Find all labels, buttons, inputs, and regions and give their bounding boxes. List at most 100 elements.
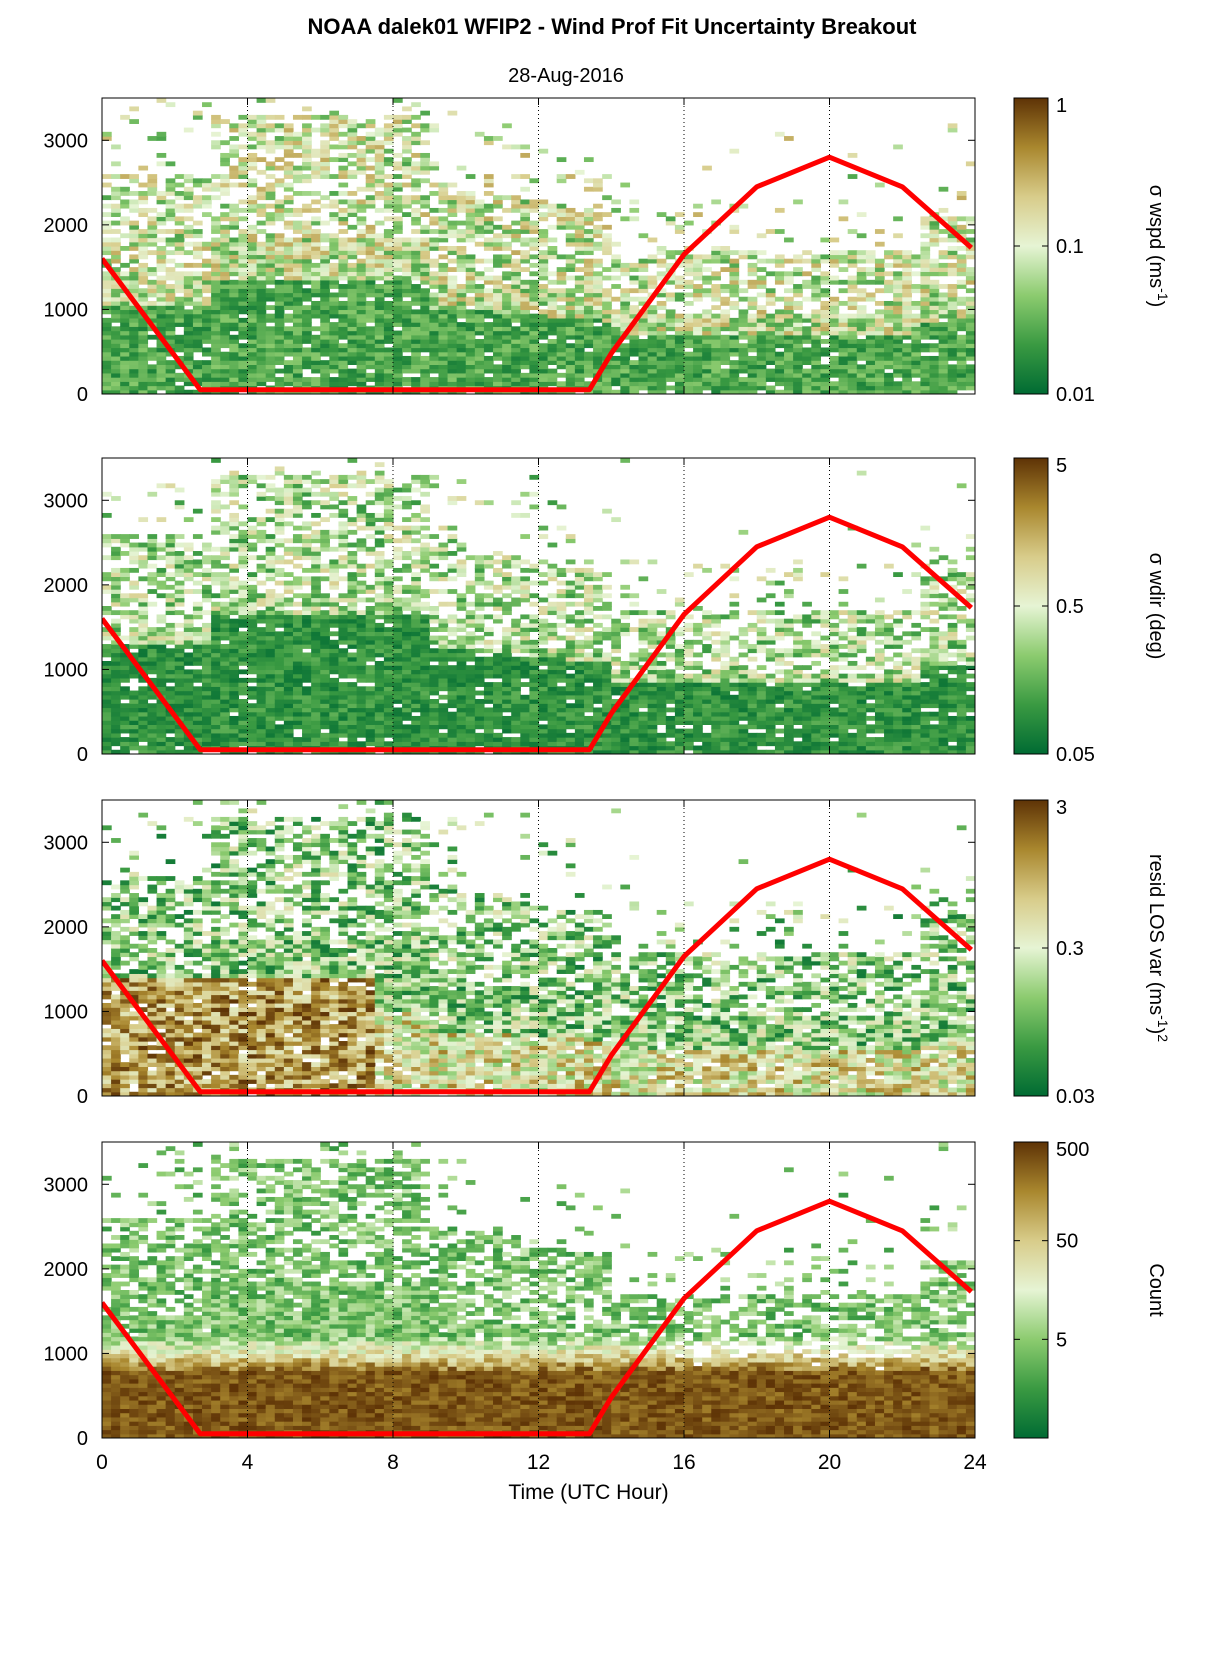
heatmap-cell: [292, 275, 303, 281]
heatmap-cell: [474, 241, 485, 247]
heatmap-cell: [565, 309, 576, 315]
heatmap-cell: [292, 360, 303, 365]
heatmap-cell: [374, 207, 385, 213]
heatmap-cell: [292, 699, 303, 704]
heatmap-cell: [229, 631, 240, 637]
heatmap-cell: [202, 178, 212, 184]
heatmap-cell: [884, 385, 894, 391]
heatmap-cell: [238, 157, 249, 163]
heatmap-cell: [202, 377, 212, 382]
heatmap-cell: [183, 555, 194, 561]
heatmap-cell: [429, 317, 440, 323]
heatmap-cell: [183, 614, 194, 620]
heatmap-cell: [502, 334, 512, 340]
heatmap-cell: [220, 267, 230, 272]
heatmap-cell: [265, 174, 276, 179]
heatmap-cell: [774, 279, 785, 285]
heatmap-cell: [702, 258, 712, 264]
heatmap-cell: [274, 517, 285, 523]
heatmap-cell: [274, 267, 285, 272]
heatmap-cell: [965, 326, 975, 332]
heatmap-cell: [929, 224, 940, 230]
heatmap-cell: [347, 313, 358, 319]
heatmap-cell: [138, 292, 149, 298]
heatmap-cell: [192, 377, 203, 382]
heatmap-cell: [674, 381, 685, 387]
heatmap-cell: [547, 271, 558, 277]
heatmap-cell: [329, 300, 340, 306]
heatmap-cell: [283, 479, 294, 484]
heatmap-cell: [456, 267, 467, 272]
heatmap-cell: [447, 360, 458, 365]
heatmap-cell: [965, 220, 975, 226]
heatmap-cell: [820, 309, 831, 315]
heatmap-cell: [165, 538, 176, 544]
heatmap-cell: [829, 300, 840, 306]
heatmap-cell: [265, 372, 276, 378]
heatmap-cell: [283, 618, 294, 624]
heatmap-cell: [102, 673, 112, 679]
heatmap-cell: [302, 364, 312, 370]
heatmap-cell: [292, 512, 303, 518]
heatmap-cell: [265, 682, 276, 687]
heatmap-cell: [229, 262, 240, 268]
heatmap-cell: [920, 372, 931, 378]
heatmap-cell: [611, 364, 621, 370]
heatmap-cell: [311, 216, 321, 222]
heatmap-cell: [192, 606, 203, 611]
heatmap-cell: [583, 364, 594, 370]
heatmap-cell: [829, 262, 840, 268]
heatmap-cell: [320, 317, 330, 323]
heatmap-cell: [274, 377, 285, 382]
heatmap-cell: [138, 267, 149, 272]
heatmap-cell: [265, 720, 276, 725]
heatmap-cell: [838, 389, 849, 394]
heatmap-cell: [456, 330, 467, 336]
heatmap-cell: [183, 284, 194, 289]
heatmap-cell: [111, 551, 121, 556]
heatmap-cell: [165, 385, 176, 391]
heatmap-cell: [856, 368, 867, 374]
heatmap-cell: [211, 368, 221, 374]
heatmap-cell: [283, 737, 294, 742]
heatmap-cell: [365, 275, 376, 281]
heatmap-cell: [238, 377, 249, 382]
heatmap-cell: [229, 292, 240, 298]
heatmap-cell: [202, 703, 212, 709]
heatmap-cell: [220, 618, 230, 624]
heatmap-cell: [529, 178, 540, 184]
heatmap-cell: [147, 546, 158, 552]
heatmap-cell: [647, 385, 658, 391]
heatmap-cell: [420, 360, 430, 365]
heatmap-cell: [311, 576, 321, 582]
heatmap-cell: [493, 330, 503, 336]
heatmap-cell: [447, 182, 458, 188]
heatmap-cell: [247, 631, 258, 637]
heatmap-cell: [374, 148, 385, 154]
heatmap-cell: [856, 267, 867, 272]
heatmap-cell: [274, 669, 285, 675]
heatmap-cell: [220, 627, 230, 632]
heatmap-cell: [220, 275, 230, 281]
heatmap-cell: [211, 593, 221, 599]
heatmap-cell: [229, 715, 240, 721]
heatmap-cell: [229, 627, 240, 632]
heatmap-cell: [465, 313, 476, 319]
heatmap-cell: [247, 360, 258, 365]
heatmap-cell: [347, 279, 358, 285]
heatmap-cell: [429, 343, 440, 349]
heatmap-cell: [129, 203, 139, 209]
heatmap-cell: [793, 389, 803, 394]
heatmap-cell: [247, 614, 258, 620]
heatmap-cell: [229, 334, 240, 340]
heatmap-cell: [429, 229, 440, 234]
heatmap-cell: [320, 538, 330, 544]
heatmap-cell: [538, 377, 549, 382]
heatmap-cell: [229, 347, 240, 353]
heatmap-cell: [192, 339, 203, 344]
heatmap-cell: [965, 381, 975, 387]
heatmap-cell: [120, 309, 130, 315]
heatmap-cell: [202, 622, 212, 628]
heatmap-cell: [120, 174, 130, 179]
heatmap-cell: [756, 368, 767, 374]
